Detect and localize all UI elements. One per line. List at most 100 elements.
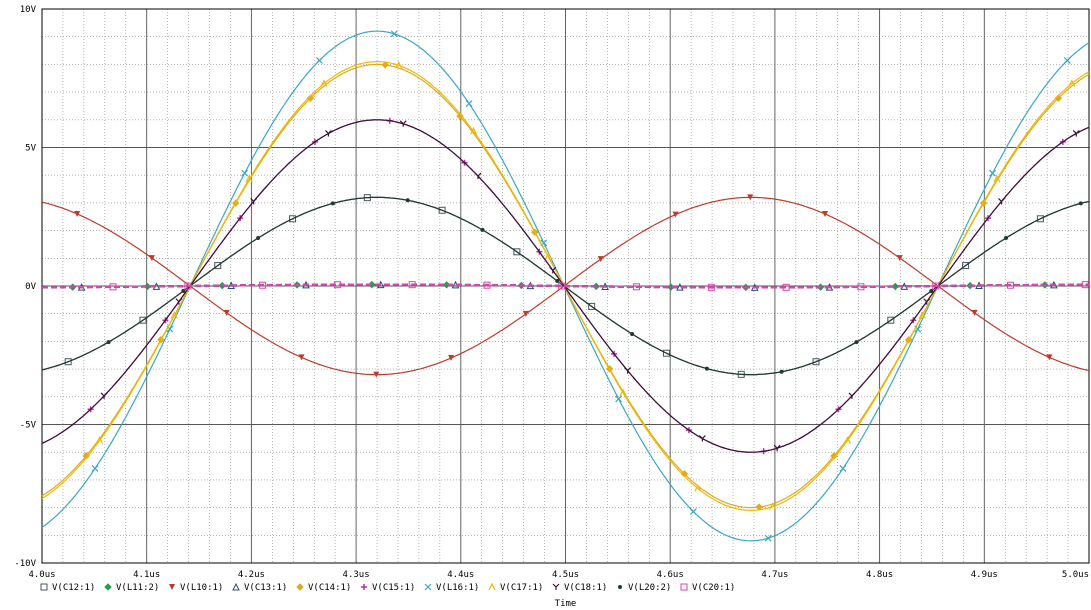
- legend-marker-v-c12-1: [40, 583, 48, 591]
- y-tick-label: -5V: [20, 421, 37, 431]
- x-tick-label: 4.7us: [761, 570, 788, 580]
- series-marker-v-c20-1: [408, 281, 416, 289]
- series-marker-v-c17-1: [395, 61, 403, 69]
- x-tick-label: 4.0us: [28, 570, 55, 580]
- legend-marker-v-l20-2: [618, 585, 622, 589]
- series-marker-v-c14-1: [381, 61, 389, 69]
- series-marker-v-c20-1: [109, 283, 117, 291]
- series-marker-v-c20-1: [633, 283, 641, 291]
- series-marker-v-c20-1: [333, 281, 341, 289]
- legend-label-v-c15-1: V(C15:1): [372, 583, 415, 593]
- legend-label-v-c13-1: V(C13:1): [244, 583, 287, 593]
- legend-label-v-c18-1: V(C18:1): [564, 583, 607, 593]
- series-marker-v-c18-1: [175, 298, 183, 305]
- series-marker-v-l10-1: [672, 211, 679, 218]
- series-line-v-c18-1: [41, 119, 1090, 453]
- series-marker-v-c20-1: [259, 281, 267, 289]
- series-marker-v-l16-1: [839, 465, 847, 472]
- legend-marker-v-c20-1: [680, 583, 688, 591]
- series-marker-v-l20-2: [1078, 201, 1083, 206]
- y-tick-label: -10V: [14, 559, 36, 569]
- series-marker-v-l20-2: [106, 340, 111, 345]
- series-marker-v-c20-1: [932, 282, 940, 290]
- x-tick-label: 4.4us: [447, 570, 474, 580]
- series-marker-v-c18-1: [549, 266, 557, 274]
- legend-label-v-c14-1: V(C14:1): [308, 583, 351, 593]
- y-tick-label: 10V: [20, 5, 37, 15]
- x-tick-label: 4.9us: [971, 570, 998, 580]
- series-marker-v-l20-2: [630, 331, 635, 336]
- legend-label-v-l20-2: V(L20:2): [628, 583, 671, 593]
- series-marker-v-c17-1: [769, 502, 777, 510]
- series-marker-v-c18-1: [100, 392, 108, 399]
- series-marker-v-c20-1: [1081, 281, 1089, 289]
- series-marker-v-c12-1: [64, 358, 72, 366]
- legend-marker-v-c18-1: [552, 583, 560, 590]
- series-marker-v-l16-1: [91, 465, 99, 472]
- series-marker-v-c17-1: [245, 174, 253, 183]
- series-marker-v-c20-1: [1006, 281, 1014, 289]
- series-marker-v-c12-1: [139, 316, 147, 324]
- x-tick-label: 4.8us: [866, 570, 893, 580]
- series-marker-v-c17-1: [1068, 79, 1076, 87]
- series-marker-v-c17-1: [96, 436, 104, 444]
- series-marker-v-l10-1: [448, 355, 455, 362]
- series-marker-v-c20-1: [857, 283, 865, 291]
- series-marker-v-c18-1: [250, 197, 258, 205]
- series-marker-v-c18-1: [624, 367, 631, 374]
- legend-marker-v-c15-1: [361, 584, 367, 590]
- series-marker-v-l10-1: [298, 354, 305, 361]
- series-marker-v-c20-1: [558, 282, 566, 290]
- x-tick-label: 4.6us: [657, 570, 684, 580]
- series-marker-v-l10-1: [373, 371, 380, 378]
- series-marker-v-c18-1: [474, 172, 482, 180]
- series-marker-v-l16-1: [390, 30, 398, 38]
- legend-label-v-l11-2: V(L11:2): [116, 583, 159, 593]
- legend-marker-v-c17-1: [488, 582, 496, 591]
- series-marker-v-l10-1: [148, 255, 155, 262]
- x-tick-label: 4.1us: [133, 570, 160, 580]
- x-tick-label: 4.3us: [343, 570, 370, 580]
- y-tick-label: 5V: [25, 144, 36, 154]
- series-marker-v-l10-1: [822, 210, 829, 217]
- series-marker-v-c17-1: [469, 127, 478, 135]
- series-marker-v-c18-1: [998, 197, 1005, 205]
- series-marker-v-c17-1: [993, 174, 1001, 183]
- series-marker-v-c12-1: [662, 349, 670, 357]
- y-tick-label: 0V: [25, 282, 36, 292]
- legend-label-v-c12-1: V(C12:1): [52, 583, 95, 593]
- series-marker-v-c14-1: [456, 112, 464, 120]
- legend-label-v-l10-1: V(L10:1): [180, 583, 223, 593]
- legend-label-v-l16-1: V(L16:1): [436, 583, 479, 593]
- legend-label-v-c17-1: V(C17:1): [500, 583, 543, 593]
- legend-label-v-c20-1: V(C20:1): [692, 583, 735, 593]
- series-marker-v-c18-1: [325, 130, 332, 137]
- series-marker-v-c18-1: [1072, 130, 1080, 137]
- series-marker-v-l20-2: [181, 289, 186, 294]
- series-marker-v-c20-1: [483, 281, 491, 289]
- legend-marker-v-c14-1: [296, 583, 304, 591]
- series-marker-v-l20-2: [480, 227, 485, 232]
- series-marker-v-l16-1: [764, 534, 772, 542]
- series-marker-v-c18-1: [773, 444, 781, 452]
- series-marker-v-c12-1: [887, 316, 895, 324]
- series-marker-v-c17-1: [170, 311, 178, 319]
- plot-frame: [41, 8, 1090, 564]
- series-marker-v-c12-1: [962, 262, 970, 270]
- legend-marker-v-l10-1: [169, 584, 175, 590]
- series-marker-v-l16-1: [689, 508, 697, 516]
- series-marker-v-c12-1: [812, 358, 820, 366]
- series-marker-v-c17-1: [843, 436, 851, 444]
- series-marker-v-l10-1: [74, 210, 81, 217]
- x-axis-label: Time: [555, 599, 577, 609]
- series-marker-v-l20-2: [704, 366, 709, 371]
- series-marker-v-l16-1: [615, 395, 623, 403]
- series-marker-v-l20-2: [405, 198, 410, 203]
- series-marker-v-c17-1: [544, 252, 552, 260]
- series-marker-v-l16-1: [465, 100, 473, 107]
- series-marker-v-c12-1: [438, 206, 446, 214]
- series-marker-v-c17-1: [918, 311, 926, 319]
- series-marker-v-l10-1: [971, 309, 978, 316]
- legend-marker-v-c13-1: [232, 582, 240, 591]
